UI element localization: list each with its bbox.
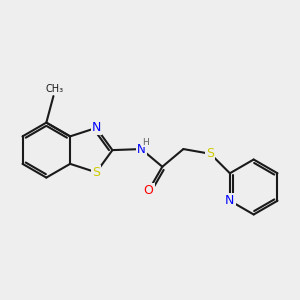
Text: CH₃: CH₃ [45,84,64,94]
Text: H: H [142,138,148,147]
Text: S: S [206,147,214,160]
Text: O: O [144,184,154,197]
Text: N: N [137,142,146,156]
Text: N: N [92,122,101,134]
Text: N: N [225,194,235,207]
Text: S: S [92,166,100,179]
